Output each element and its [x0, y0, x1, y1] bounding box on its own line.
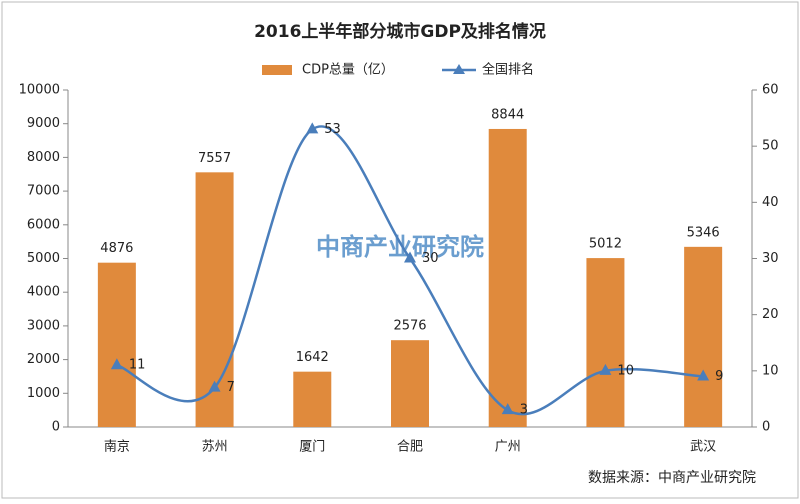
y2-tick-label: 20 [762, 307, 779, 322]
x-tick-label: 广州 [495, 440, 521, 455]
line-marker [501, 403, 514, 415]
bar [586, 258, 625, 427]
y-tick-label: 1000 [27, 386, 60, 401]
bar-value-label: 1642 [296, 350, 329, 365]
bar [488, 128, 527, 427]
y2-tick-label: 0 [762, 420, 770, 435]
bar-value-label: 2576 [393, 319, 426, 334]
legend-label: 全国排名 [482, 62, 534, 78]
x-tick-label: 南京 [104, 439, 130, 455]
legend-label: CDP总量（亿） [302, 63, 394, 78]
y2-tick-label: 40 [762, 195, 779, 210]
legend-swatch [453, 64, 465, 74]
bar-value-label: 5346 [687, 225, 720, 240]
source-note: 数据来源：中商产业研究院 [588, 470, 756, 486]
y-tick-label: 8000 [27, 150, 60, 165]
line-marker [599, 363, 612, 375]
y-tick-label: 9000 [27, 116, 60, 131]
line [116, 125, 704, 416]
line-marker [110, 358, 123, 370]
y-tick-label: 4000 [27, 285, 60, 300]
watermark: 中商产业研究院 [316, 233, 484, 261]
bar [293, 371, 332, 427]
line-marker [306, 122, 319, 134]
line-value-label: 53 [324, 122, 341, 137]
chart-title: 2016上半年部分城市GDP及排名情况 [254, 21, 546, 42]
y-tick-label: 3000 [27, 318, 60, 333]
x-tick-label: 厦门 [299, 440, 325, 455]
bar [97, 262, 136, 427]
line-marker [404, 251, 416, 263]
line-marker [697, 369, 710, 381]
y-tick-label: 10000 [19, 83, 60, 98]
line-value-label: 30 [422, 251, 439, 266]
y2-tick-label: 60 [762, 83, 779, 98]
x-tick-label: 苏州 [202, 439, 228, 455]
bar-value-label: 8844 [491, 107, 524, 122]
bar-value-label: 5012 [589, 237, 622, 252]
bar-value-label: 4876 [100, 241, 133, 256]
y2-tick-label: 50 [762, 139, 779, 154]
y-tick-label: 2000 [27, 352, 60, 367]
y2-tick-label: 10 [762, 363, 779, 378]
x-tick-label: 合肥 [397, 440, 423, 455]
y-tick-label: 6000 [27, 217, 60, 232]
bar [684, 246, 723, 427]
line-value-label: 9 [715, 369, 723, 384]
y2-tick-label: 30 [762, 251, 779, 266]
line-value-label: 10 [617, 363, 634, 378]
x-tick-label: 武汉 [690, 440, 716, 455]
line-value-label: 3 [520, 403, 528, 418]
line-marker [208, 380, 221, 392]
y-tick-label: 7000 [27, 184, 60, 199]
legend-swatch [262, 65, 292, 75]
y-tick-label: 0 [52, 420, 60, 435]
y-tick-label: 5000 [27, 251, 60, 266]
bar-value-label: 7557 [198, 151, 231, 166]
line-value-label: 7 [227, 380, 235, 395]
bar [391, 340, 429, 427]
line-value-label: 11 [129, 358, 146, 373]
